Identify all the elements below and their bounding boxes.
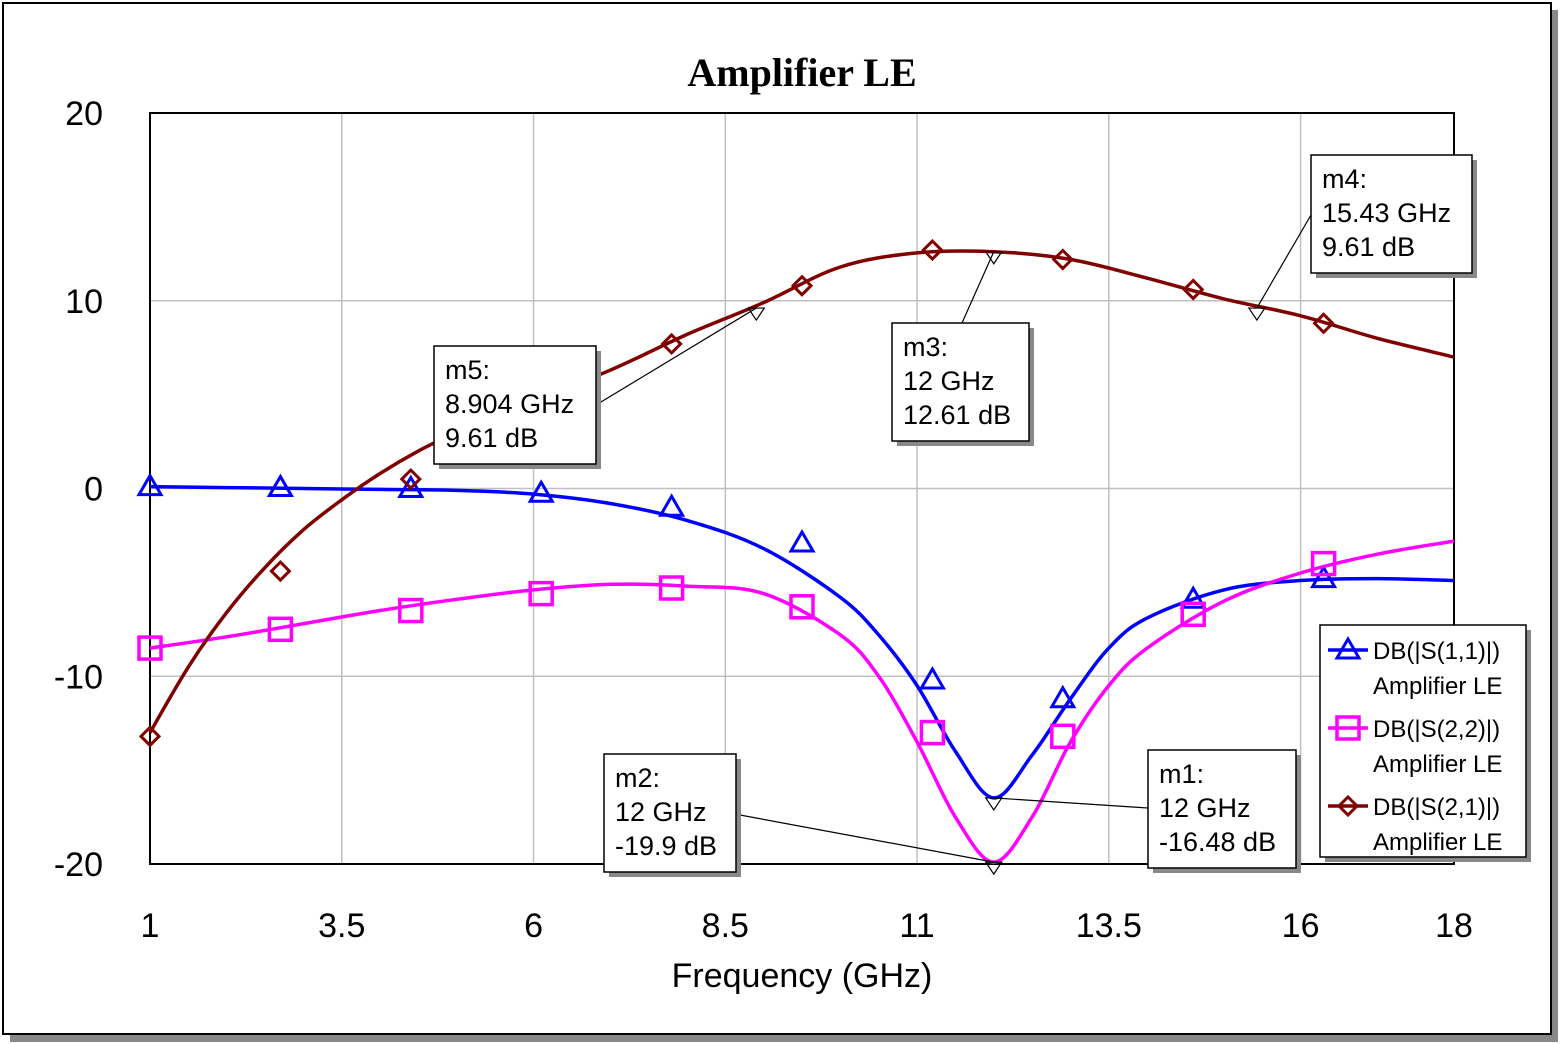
series-1-point bbox=[1309, 564, 1338, 589]
chart-title: Amplifier LE bbox=[687, 50, 916, 95]
y-tick-label: 10 bbox=[65, 283, 103, 321]
legend-series-subtitle: Amplifier LE bbox=[1373, 751, 1502, 778]
series-3-point bbox=[269, 559, 292, 583]
series-3-point bbox=[399, 467, 422, 491]
marker-point-m5 bbox=[747, 307, 766, 322]
series-3-point bbox=[1051, 248, 1074, 271]
series-1-point bbox=[136, 472, 164, 497]
series-2-point bbox=[528, 580, 554, 607]
marker-point-m4 bbox=[1247, 307, 1266, 322]
series-2-point bbox=[789, 594, 815, 620]
x-tick-label: 18 bbox=[1435, 907, 1473, 945]
x-tick-label: 1 bbox=[141, 907, 160, 945]
marker-label: m3: bbox=[903, 332, 948, 362]
marker-leader-m1 bbox=[993, 797, 1149, 809]
series-2-point bbox=[658, 575, 685, 601]
series-2-point bbox=[1050, 723, 1076, 750]
marker-leader-m2 bbox=[739, 814, 994, 863]
marker-value: 9.61 dB bbox=[445, 423, 538, 453]
y-axis-ticks: 20 10 0 -10 -20 bbox=[54, 95, 103, 884]
legend-series-name[interactable]: DB(|S(2,2)|) bbox=[1373, 716, 1500, 743]
series-1-point bbox=[1179, 585, 1207, 609]
y-tick-label: 20 bbox=[65, 95, 103, 133]
series-3-point bbox=[1182, 278, 1205, 301]
legend-swatch-marker bbox=[1334, 636, 1362, 660]
series-3-point bbox=[1312, 312, 1335, 335]
marker-frequency: 15.43 GHz bbox=[1322, 198, 1451, 228]
series-3-point bbox=[790, 274, 814, 297]
x-tick-label: 13.5 bbox=[1076, 907, 1142, 945]
x-tick-label: 16 bbox=[1282, 907, 1320, 945]
marker-frequency: 12 GHz bbox=[1159, 793, 1251, 823]
legend-swatch-marker bbox=[1336, 794, 1360, 818]
plot-border bbox=[149, 112, 1455, 865]
marker-label: m2: bbox=[615, 763, 660, 793]
marker-leader-m4 bbox=[1256, 214, 1312, 309]
marker-label: m1: bbox=[1159, 759, 1204, 789]
marker-frequency: 12 GHz bbox=[903, 366, 995, 396]
legend-series-name[interactable]: DB(|S(1,1)|) bbox=[1373, 638, 1500, 665]
legend-box bbox=[1319, 624, 1527, 858]
series-line-1 bbox=[149, 484, 1455, 800]
series-3-point bbox=[921, 238, 944, 262]
legend-series-subtitle: Amplifier LE bbox=[1373, 829, 1502, 856]
x-tick-label: 6 bbox=[524, 907, 543, 945]
x-axis-label: Frequency (GHz) bbox=[672, 957, 933, 995]
y-tick-label: -10 bbox=[54, 658, 103, 696]
series-2-point bbox=[1180, 601, 1206, 628]
marker-box-m1[interactable] bbox=[1147, 749, 1297, 869]
series-3-point bbox=[660, 332, 683, 356]
series-1-point bbox=[527, 479, 555, 503]
marker-frequency: 12 GHz bbox=[615, 797, 707, 827]
series-2-point bbox=[919, 719, 946, 746]
series-1-point bbox=[918, 666, 947, 690]
y-tick-label: -20 bbox=[54, 846, 103, 884]
marker-label: m4: bbox=[1322, 164, 1367, 194]
marker-leader-m3 bbox=[961, 251, 995, 324]
series-1-point bbox=[1049, 684, 1077, 709]
x-axis-ticks: 1 3.5 6 8.5 11 13.5 16 18 bbox=[141, 907, 1473, 945]
marker-box-m2[interactable] bbox=[603, 753, 737, 873]
marker-point-m1 bbox=[984, 797, 1003, 811]
series-1-point bbox=[788, 528, 816, 553]
marker-annotations: m1: 12 GHz -16.48 dB m2: 12 GHz -19.9 dB m3: 12… bbox=[433, 154, 1477, 877]
legend-swatch-marker bbox=[1335, 715, 1361, 741]
series-group bbox=[136, 238, 1455, 864]
y-tick-label: 0 bbox=[84, 471, 103, 509]
legend-series-name[interactable]: DB(|S(2,1)|) bbox=[1373, 794, 1500, 821]
x-tick-label: 3.5 bbox=[318, 907, 365, 945]
marker-value: -16.48 dB bbox=[1159, 827, 1276, 857]
marker-point-m2 bbox=[984, 861, 1003, 876]
marker-value: 9.61 dB bbox=[1322, 232, 1415, 262]
marker-box-m3[interactable] bbox=[891, 322, 1030, 442]
series-line-3 bbox=[148, 249, 1455, 734]
marker-frequency: 8.904 GHz bbox=[445, 389, 574, 419]
marker-point-m3 bbox=[984, 251, 1003, 265]
series-2-point bbox=[1310, 550, 1337, 577]
series-2-point bbox=[398, 597, 424, 624]
marker-box-m4[interactable] bbox=[1310, 154, 1473, 274]
series-3-point bbox=[138, 725, 162, 748]
series-1-point bbox=[657, 493, 686, 517]
marker-value: 12.61 dB bbox=[903, 400, 1011, 430]
x-tick-label: 8.5 bbox=[702, 907, 749, 945]
marker-box-m5[interactable] bbox=[433, 345, 597, 465]
marker-value: -19.9 dB bbox=[615, 831, 717, 861]
series-1-point bbox=[397, 474, 425, 498]
series-2-point bbox=[267, 616, 294, 643]
series-1-point bbox=[266, 473, 295, 498]
x-tick-label: 11 bbox=[899, 907, 934, 945]
series-2-point bbox=[137, 635, 163, 661]
marker-leader-m5 bbox=[595, 307, 757, 406]
marker-label: m5: bbox=[445, 355, 490, 385]
legend: DB(|S(1,1)|) Amplifier LE DB(|S(2,2)|) Ampl… bbox=[1319, 624, 1531, 862]
legend-series-subtitle: Amplifier LE bbox=[1373, 673, 1502, 700]
